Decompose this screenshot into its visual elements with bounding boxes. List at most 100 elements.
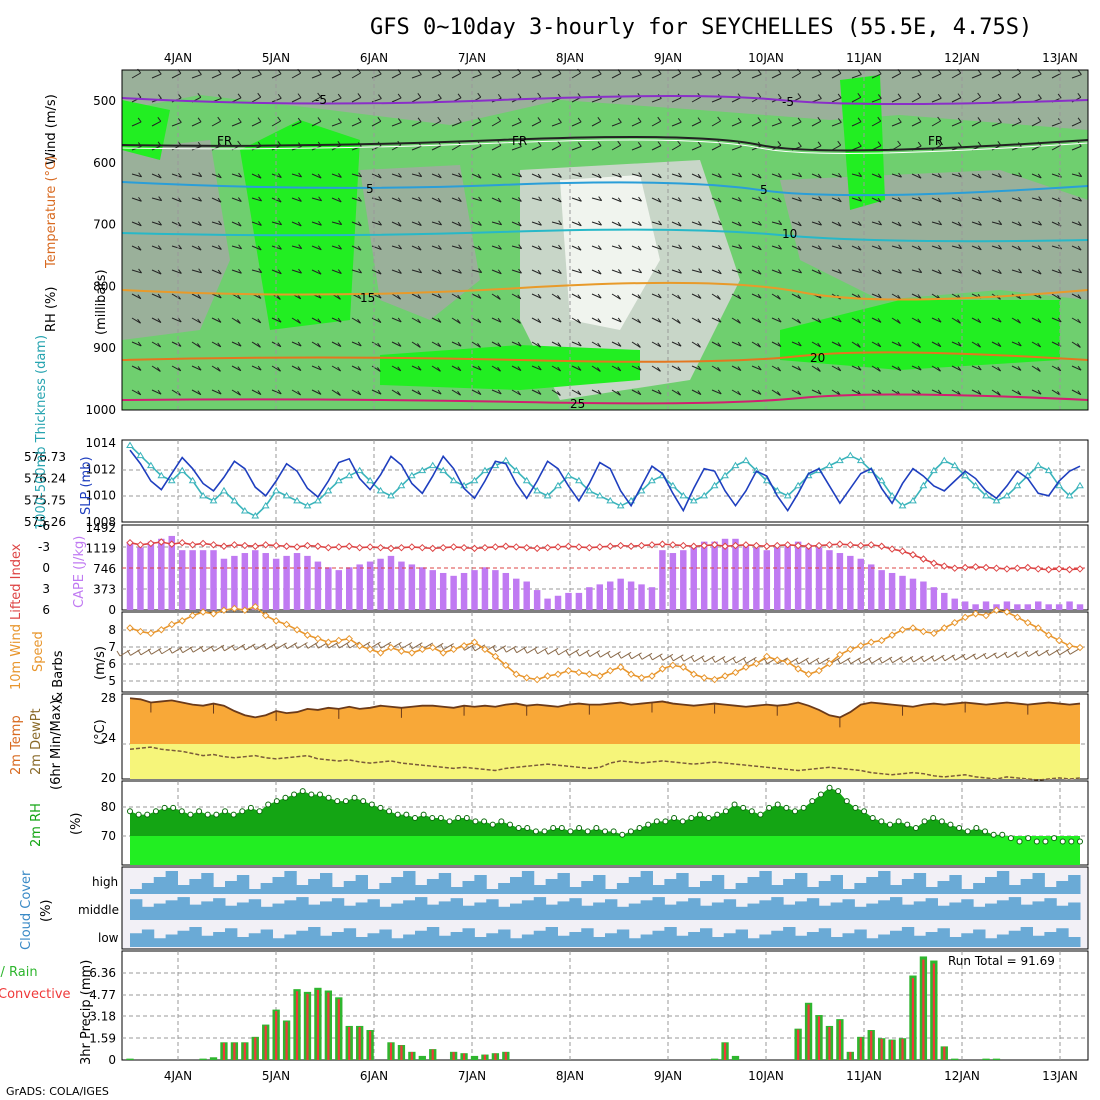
wind-speed-point bbox=[533, 675, 541, 684]
cloud-block bbox=[1044, 887, 1057, 894]
rh2m-point bbox=[489, 821, 496, 828]
cloud-block bbox=[985, 938, 998, 947]
cape-bar bbox=[972, 604, 979, 610]
cape-bar bbox=[460, 572, 468, 610]
conv-precip-bar bbox=[295, 991, 299, 1060]
wind-speed-point bbox=[293, 626, 301, 634]
wind-speed-point bbox=[272, 617, 280, 625]
wind-speed-point bbox=[982, 611, 990, 620]
cloud-block bbox=[367, 899, 380, 920]
y-tick-label: 575.26 bbox=[24, 515, 66, 529]
cape-bar bbox=[408, 564, 416, 610]
cloud-block bbox=[177, 885, 190, 894]
date-label: 6JAN bbox=[360, 1069, 388, 1083]
thickness-point bbox=[314, 496, 322, 504]
wind-speed-point bbox=[930, 629, 938, 638]
rh2m-point bbox=[576, 825, 583, 832]
cloud-block bbox=[806, 887, 820, 894]
cape-bar bbox=[241, 553, 249, 610]
wind-speed-point bbox=[992, 606, 1001, 614]
cloud-block bbox=[581, 905, 594, 920]
thickness-point bbox=[1013, 481, 1022, 489]
thickness-point bbox=[481, 466, 489, 474]
lifted-index-point bbox=[429, 544, 437, 553]
conv-precip-bar bbox=[890, 1040, 894, 1060]
cloud-block bbox=[806, 932, 820, 947]
rh2m-point bbox=[524, 825, 531, 832]
cloud-block bbox=[771, 885, 784, 894]
rh2m-point bbox=[334, 798, 341, 805]
wind-speed-point bbox=[721, 672, 729, 680]
cloud-block bbox=[1020, 879, 1033, 894]
ylabel-rh: RH (%) bbox=[44, 287, 59, 332]
wind-speed-point bbox=[1076, 643, 1084, 652]
iso-label: 15 bbox=[360, 291, 375, 305]
cloud-block bbox=[403, 900, 416, 920]
precip-bar bbox=[209, 1057, 218, 1060]
cape-bar bbox=[283, 555, 290, 610]
rh2m-point bbox=[541, 828, 548, 835]
rh2m-point bbox=[610, 828, 617, 835]
cape-bar bbox=[763, 550, 771, 610]
cloud-block bbox=[248, 889, 262, 894]
cloud-block bbox=[284, 900, 297, 920]
thickness-point bbox=[888, 491, 896, 499]
thickness-point bbox=[136, 451, 145, 459]
cloud-block bbox=[557, 873, 570, 894]
lifted-index-point bbox=[366, 543, 374, 551]
thickness-point bbox=[470, 476, 479, 484]
thickness-point bbox=[293, 496, 301, 504]
cape-bar bbox=[262, 553, 269, 610]
wind-speed-point bbox=[282, 620, 291, 629]
rh2m-point bbox=[127, 808, 133, 815]
ylabel-thick: 1000-500mb Thickness (dam) bbox=[34, 335, 49, 530]
rh-moist-region bbox=[380, 345, 640, 390]
cloud-block bbox=[498, 906, 511, 920]
cloud-block bbox=[213, 898, 226, 920]
cloud-block bbox=[723, 889, 737, 894]
cloud-block bbox=[925, 887, 938, 894]
thickness-point bbox=[783, 491, 792, 499]
lifted-index-point bbox=[324, 543, 333, 552]
conv-precip-bar bbox=[264, 1025, 267, 1060]
precip-panel: 6.36 4.77 3.18 1.59 0 Run Total = 91.69 Tota… bbox=[0, 950, 1089, 1067]
temp-area bbox=[129, 697, 1081, 781]
rh2m-point bbox=[826, 784, 833, 791]
thickness-point bbox=[909, 496, 917, 504]
wind-speed-point bbox=[335, 636, 343, 645]
lifted-index-point bbox=[658, 540, 667, 548]
cape-bar bbox=[596, 584, 604, 610]
thickness-point bbox=[919, 481, 928, 489]
cloud-block bbox=[818, 905, 832, 920]
ylabel-slp: SLP (mb) bbox=[79, 456, 94, 515]
thickness-point bbox=[397, 481, 406, 489]
rh2m-point bbox=[152, 808, 159, 815]
cloud-block bbox=[545, 904, 558, 920]
cape-bar bbox=[669, 553, 677, 610]
lifted-index-point bbox=[387, 544, 395, 553]
thickness-point bbox=[668, 481, 677, 489]
cloud-block bbox=[248, 933, 262, 947]
lifted-index-point bbox=[616, 541, 625, 550]
cape-bar bbox=[304, 555, 311, 610]
cloud-block bbox=[130, 933, 143, 947]
y-tick-label: 1014 bbox=[85, 436, 116, 450]
cape-bar bbox=[1003, 601, 1011, 610]
y-tick-label: 7 bbox=[108, 640, 116, 654]
ylabel-precip-a: Total / Rain bbox=[0, 965, 38, 980]
cloud-block bbox=[153, 877, 167, 894]
cloud-block bbox=[688, 932, 701, 947]
thickness-point bbox=[199, 491, 207, 499]
lifted-index-point bbox=[1024, 563, 1032, 572]
isotherm-fr bbox=[121, 135, 1089, 152]
cape-bar bbox=[867, 564, 875, 610]
y-tick-label: 3 bbox=[42, 582, 50, 596]
wind-speed-point bbox=[940, 624, 948, 632]
wind-speed-point bbox=[1003, 608, 1011, 616]
rh2m-point bbox=[809, 798, 816, 805]
cloud-block bbox=[201, 901, 214, 920]
rh2m-point bbox=[731, 801, 738, 808]
thickness-point bbox=[992, 496, 1001, 504]
cloud-block bbox=[498, 883, 511, 894]
cloud-block bbox=[1044, 898, 1057, 920]
